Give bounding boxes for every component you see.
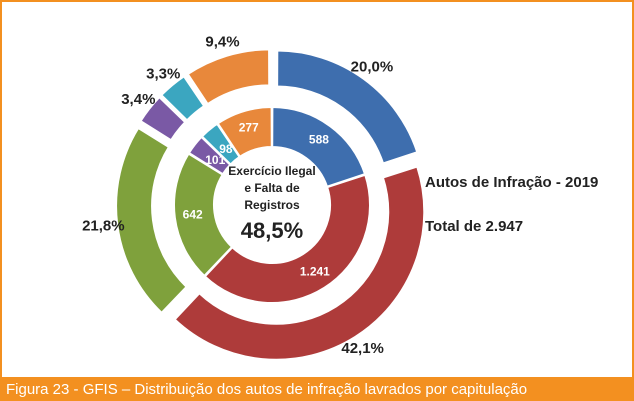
caption-bar [0, 377, 634, 401]
data-label: 9,4% [205, 33, 239, 50]
segment [173, 165, 426, 361]
data-label: 642 [183, 207, 203, 221]
annotation: Autos de Infração - 2019 [425, 174, 598, 191]
segment [276, 49, 419, 165]
segment [186, 48, 271, 106]
data-label: 3,3% [146, 65, 180, 82]
segment [139, 95, 187, 142]
data-label: 42,1% [341, 340, 384, 357]
data-label: 277 [239, 121, 259, 135]
center-label: e Falta de [244, 181, 300, 195]
caption: Figura 23 - GFIS – Distribuição dos auto… [6, 381, 527, 398]
data-label: 98 [219, 142, 233, 156]
data-label: 1.241 [300, 265, 330, 279]
data-label: 20,0% [351, 58, 394, 75]
data-label: 21,8% [82, 217, 125, 234]
annotation: Total de 2.947 [425, 218, 523, 235]
center-hole [214, 147, 330, 263]
segment [115, 126, 188, 315]
center-value: 48,5% [241, 218, 303, 243]
center-label: Exercício Ilegal [228, 164, 315, 178]
center-label: Registros [244, 198, 300, 212]
data-label: 3,4% [121, 91, 155, 108]
data-label: 101 [205, 153, 225, 167]
segment [159, 74, 206, 122]
data-label: 588 [309, 132, 329, 146]
